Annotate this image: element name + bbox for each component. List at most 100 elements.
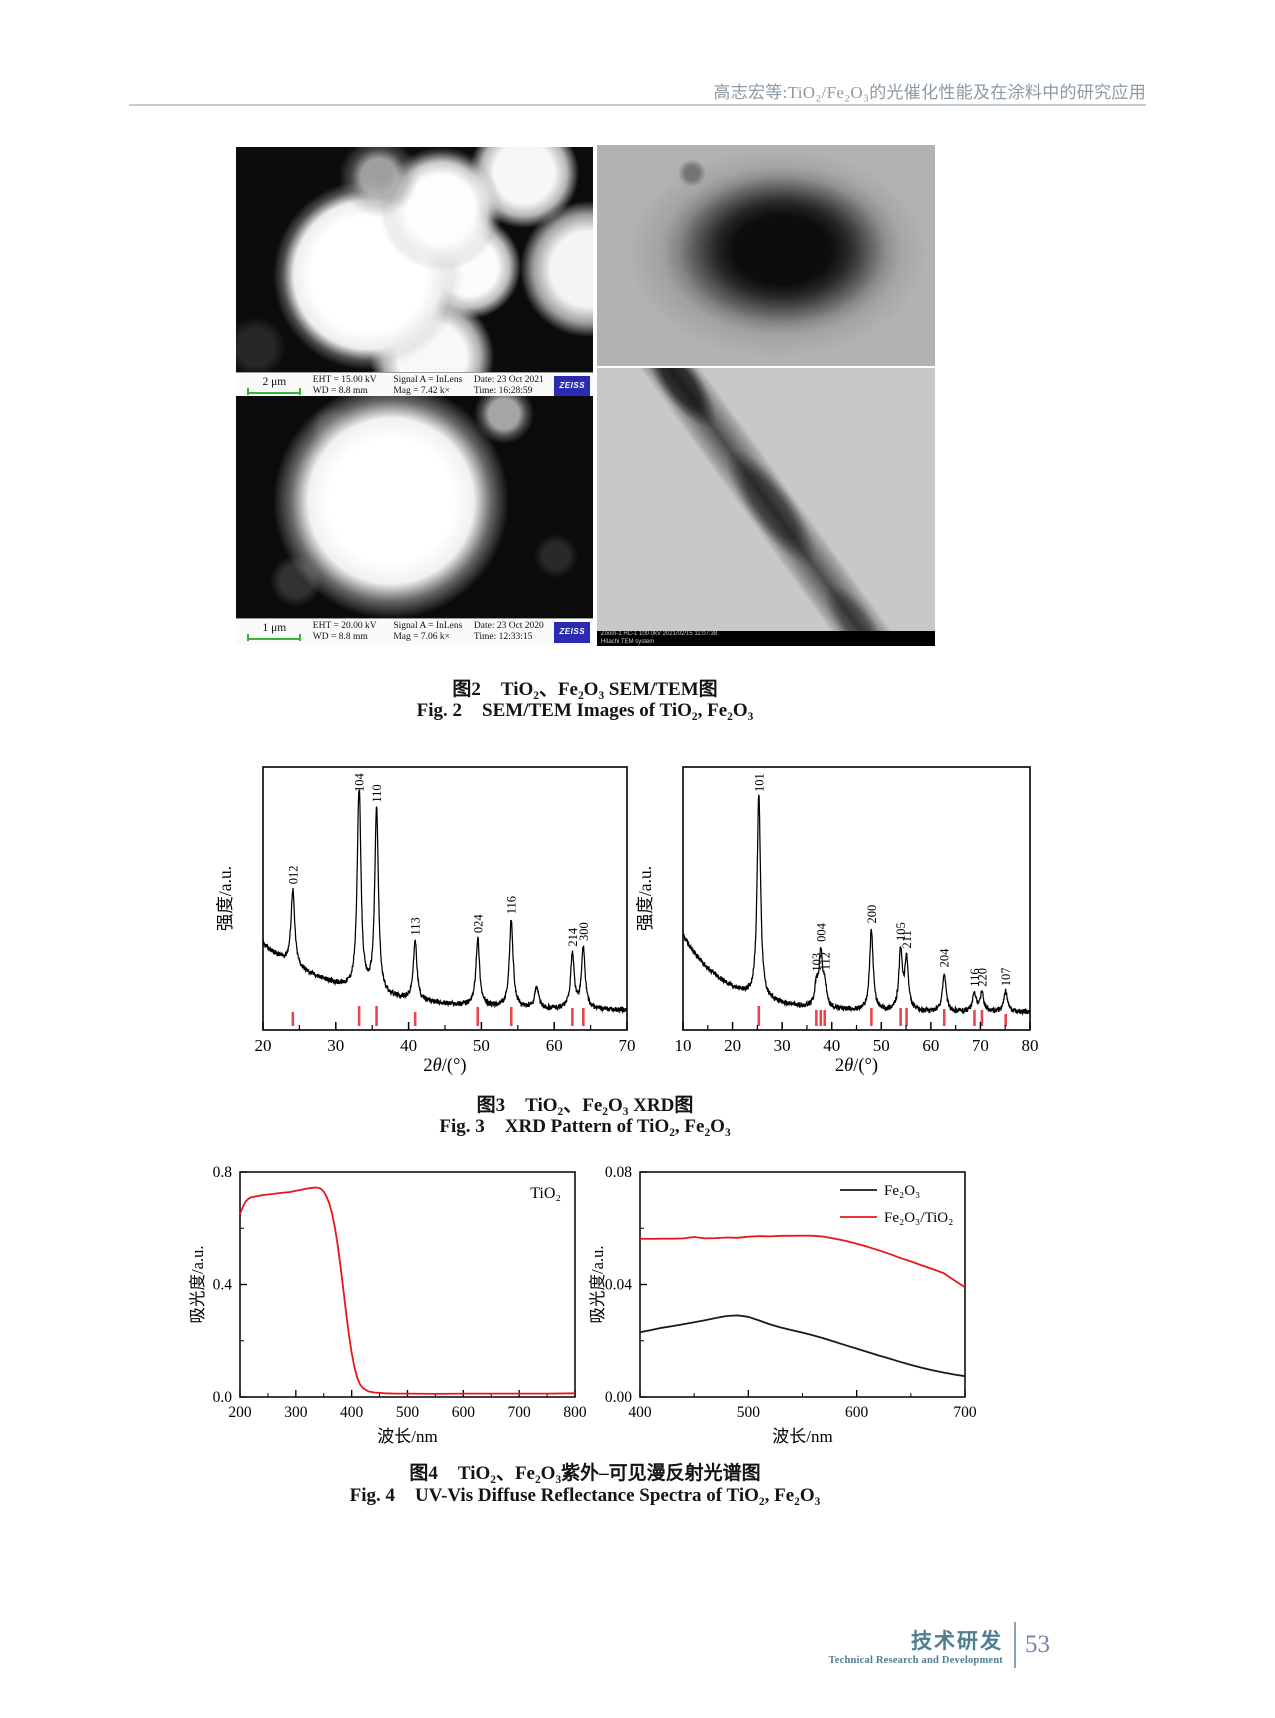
figure-number: Fig. 3 bbox=[439, 1116, 485, 1137]
svg-text:2θ/(°): 2θ/(°) bbox=[835, 1056, 878, 1076]
sem-micrograph-cluster bbox=[236, 396, 593, 618]
tem-micrograph-nanorod bbox=[597, 368, 935, 631]
svg-text:116: 116 bbox=[968, 968, 982, 986]
svg-text:50: 50 bbox=[873, 1036, 890, 1055]
svg-text:60: 60 bbox=[922, 1036, 939, 1055]
figure-number: 图2 bbox=[452, 679, 481, 700]
svg-text:300: 300 bbox=[577, 922, 591, 941]
sem-info-bar: 2 μm EHT = 15.00 kV WD = 8.8 mm Signal A… bbox=[236, 372, 593, 399]
scale-bar bbox=[247, 388, 302, 395]
sem-wd: WD = 8.8 mm bbox=[312, 632, 368, 642]
caption-text: TiO₂、Fe₂O₃ XRD图 bbox=[525, 1095, 694, 1116]
sem-time: Time: 12:33:15 bbox=[473, 632, 533, 642]
sem-eht: EHT = 20.00 kV bbox=[312, 620, 377, 631]
figure-number: 图3 bbox=[476, 1095, 506, 1116]
svg-text:70: 70 bbox=[972, 1036, 989, 1055]
sem-mag: Mag = 7.06 k× bbox=[393, 632, 450, 642]
scale-indicator: 2 μm bbox=[236, 376, 313, 395]
figure4-caption-en: Fig. 4 UV-Vis Diffuse Reflectance Spectra… bbox=[150, 1485, 1020, 1507]
svg-text:400: 400 bbox=[628, 1404, 652, 1421]
svg-text:40: 40 bbox=[400, 1036, 417, 1055]
tem-micrograph-dendrite bbox=[597, 145, 935, 366]
sem-panel-bottom-left: 1 μm EHT = 20.00 kV WD = 8.8 mm Signal A… bbox=[236, 396, 593, 645]
tem-info-bar: Zoom-1 HC-1 100.0kV 2021/02/15 11:07:38 … bbox=[597, 631, 935, 646]
svg-text:2θ/(°): 2θ/(°) bbox=[423, 1056, 466, 1076]
scale-label: 1 μm bbox=[262, 622, 287, 634]
svg-text:214: 214 bbox=[566, 927, 580, 947]
tem-panel-top-right bbox=[597, 145, 935, 366]
sem-eht: EHT = 15.00 kV bbox=[312, 374, 377, 385]
svg-text:强度/a.u.: 强度/a.u. bbox=[635, 866, 655, 931]
tem-panel-bottom-right: Zoom-1 HC-1 100.0kV 2021/02/15 11:07:38 … bbox=[597, 368, 935, 646]
figure2-caption-en: Fig. 2 SEM/TEM Images of TiO₂, Fe₂O₃ bbox=[150, 700, 1020, 722]
page-number: 53 bbox=[1025, 1631, 1050, 1658]
svg-text:211: 211 bbox=[900, 930, 914, 948]
svg-text:500: 500 bbox=[737, 1404, 761, 1421]
tem-info-line2: Hitachi TEM system bbox=[601, 638, 655, 645]
svg-text:Fe₂O₃/TiO₂: Fe₂O₃/TiO₂ bbox=[884, 1210, 953, 1226]
sem-time: Time: 16:28:59 bbox=[473, 386, 533, 396]
xrd-chart-tio2: 10 20 30 40 50 60 70 80 101 103 004 112 200 105 211 204… bbox=[615, 700, 1065, 1080]
sem-date: Date: 23 Oct 2020 bbox=[473, 620, 544, 631]
svg-text:TiO₂: TiO₂ bbox=[530, 1185, 561, 1202]
svg-text:60: 60 bbox=[546, 1036, 563, 1055]
svg-text:103: 103 bbox=[810, 953, 824, 972]
caption-text: UV-Vis Diffuse Reflectance Spectra of Ti… bbox=[415, 1485, 821, 1506]
sem-info-bar: 1 μm EHT = 20.00 kV WD = 8.8 mm Signal A… bbox=[236, 618, 593, 645]
svg-text:107: 107 bbox=[999, 967, 1013, 986]
figure-number: Fig. 4 bbox=[349, 1485, 396, 1506]
svg-text:20: 20 bbox=[724, 1036, 741, 1055]
svg-text:800: 800 bbox=[563, 1404, 587, 1421]
sem-signal-mag: Signal A = InLens Mag = 7.42 k× bbox=[393, 375, 474, 398]
xrd-chart-fe2o3: 20 30 40 50 60 70 012 104 110 113 024 116 214 300 强度/a… bbox=[195, 700, 645, 1080]
caption-text: TiO₂、Fe₂O₃紫外–可见漫反射光谱图 bbox=[457, 1463, 761, 1484]
sem-mag: Mag = 7.42 k× bbox=[393, 386, 450, 396]
sem-date-time: Date: 23 Oct 2021 Time: 16:28:59 bbox=[474, 375, 555, 398]
svg-text:204: 204 bbox=[938, 948, 952, 968]
svg-text:Fe₂O₃: Fe₂O₃ bbox=[884, 1183, 920, 1199]
svg-text:104: 104 bbox=[353, 773, 367, 793]
caption-text: TiO₂、Fe₂O₃ SEM/TEM图 bbox=[500, 679, 718, 700]
svg-text:600: 600 bbox=[845, 1404, 869, 1421]
scale-indicator: 1 μm bbox=[236, 622, 313, 641]
figure3-caption-zh: 图3 TiO₂、Fe₂O₃ XRD图 bbox=[150, 1090, 1020, 1117]
footer-divider bbox=[1014, 1622, 1016, 1668]
svg-text:50: 50 bbox=[473, 1036, 490, 1055]
svg-text:40: 40 bbox=[823, 1036, 840, 1055]
figure-number: Fig. 2 bbox=[416, 700, 463, 721]
svg-text:400: 400 bbox=[340, 1404, 364, 1421]
svg-text:200: 200 bbox=[228, 1404, 252, 1421]
running-title: 高志宏等:TiO₂/Fe₂O₃的光催化性能及在涂料中的研究应用 bbox=[713, 83, 1146, 102]
sem-wd: WD = 8.8 mm bbox=[312, 386, 368, 396]
caption-text: SEM/TEM Images of TiO₂, Fe₂O₃ bbox=[482, 700, 754, 721]
tem-info-line1: Zoom-1 HC-1 100.0kV 2021/02/15 11:07:38 bbox=[601, 631, 718, 637]
svg-text:70: 70 bbox=[619, 1036, 636, 1055]
scale-label: 2 μm bbox=[262, 376, 287, 388]
page-footer: 技术研发 Technical Research and Development … bbox=[828, 1622, 1050, 1668]
sem-signal-mag: Signal A = InLens Mag = 7.06 k× bbox=[393, 621, 474, 644]
svg-text:吸光度/a.u.: 吸光度/a.u. bbox=[588, 1246, 607, 1324]
svg-text:012: 012 bbox=[286, 865, 300, 884]
svg-text:吸光度/a.u.: 吸光度/a.u. bbox=[188, 1246, 207, 1324]
figure4-caption-zh: 图4 TiO₂、Fe₂O₃紫外–可见漫反射光谱图 bbox=[150, 1458, 1020, 1485]
svg-text:20: 20 bbox=[255, 1036, 272, 1055]
svg-text:0.8: 0.8 bbox=[213, 1164, 233, 1181]
section-title-zh: 技术研发 bbox=[911, 1628, 1003, 1653]
scale-bar bbox=[247, 634, 302, 641]
svg-text:80: 80 bbox=[1022, 1036, 1039, 1055]
sem-panel-top-left: 2 μm EHT = 15.00 kV WD = 8.8 mm Signal A… bbox=[236, 147, 593, 399]
svg-text:波长/nm: 波长/nm bbox=[772, 1427, 832, 1446]
figure3-caption-en: Fig. 3 XRD Pattern of TiO₂, Fe₂O₃ bbox=[150, 1116, 1020, 1138]
svg-text:105: 105 bbox=[894, 922, 908, 941]
uvvis-chart-tio2: 200 300 400 500 600 700 800 0.0 0.4 0.8 TiO₂ 吸光度/a.… bbox=[185, 1150, 605, 1450]
svg-text:0.08: 0.08 bbox=[605, 1164, 632, 1181]
sem-micrograph-flowers bbox=[236, 147, 593, 372]
nanorod-shape bbox=[619, 368, 913, 631]
svg-text:30: 30 bbox=[774, 1036, 791, 1055]
svg-text:强度/a.u.: 强度/a.u. bbox=[215, 866, 235, 931]
sem-date: Date: 23 Oct 2021 bbox=[473, 374, 544, 385]
svg-text:0.00: 0.00 bbox=[605, 1389, 632, 1406]
section-title: 技术研发 Technical Research and Development bbox=[828, 1625, 1003, 1666]
caption-text: XRD Pattern of TiO₂, Fe₂O₃ bbox=[504, 1116, 731, 1137]
svg-text:300: 300 bbox=[284, 1404, 308, 1421]
